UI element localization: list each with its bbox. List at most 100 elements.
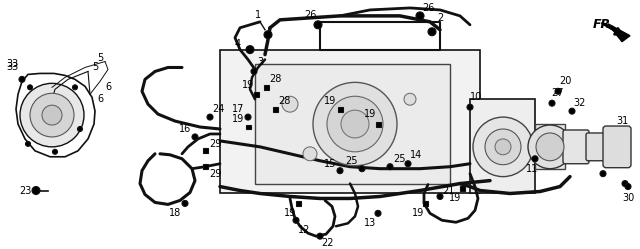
Circle shape bbox=[182, 200, 188, 206]
Text: 32: 32 bbox=[574, 98, 586, 108]
Circle shape bbox=[405, 161, 411, 167]
Circle shape bbox=[341, 110, 369, 138]
Circle shape bbox=[303, 147, 317, 161]
Text: 6: 6 bbox=[105, 82, 111, 92]
Circle shape bbox=[437, 193, 443, 199]
Circle shape bbox=[359, 166, 365, 172]
Text: 31: 31 bbox=[616, 116, 628, 126]
Circle shape bbox=[42, 105, 62, 125]
Circle shape bbox=[600, 171, 606, 177]
FancyBboxPatch shape bbox=[535, 124, 565, 169]
Text: 33: 33 bbox=[6, 60, 18, 69]
Circle shape bbox=[314, 21, 322, 29]
Bar bbox=[253, 92, 259, 97]
Circle shape bbox=[245, 114, 251, 120]
Circle shape bbox=[192, 134, 198, 140]
Text: 29: 29 bbox=[209, 169, 221, 179]
Circle shape bbox=[532, 156, 538, 162]
Text: 19: 19 bbox=[449, 193, 461, 203]
Text: 5: 5 bbox=[92, 62, 98, 72]
Bar bbox=[264, 85, 269, 90]
Bar bbox=[337, 107, 342, 112]
FancyBboxPatch shape bbox=[220, 50, 480, 193]
Circle shape bbox=[77, 126, 83, 131]
Text: 26: 26 bbox=[304, 10, 316, 20]
Text: 19: 19 bbox=[324, 96, 336, 106]
Text: 16: 16 bbox=[179, 124, 191, 134]
Text: 21: 21 bbox=[442, 186, 454, 195]
Circle shape bbox=[569, 108, 575, 114]
Bar bbox=[202, 164, 207, 169]
Text: 19: 19 bbox=[232, 114, 244, 124]
Circle shape bbox=[72, 85, 77, 90]
Circle shape bbox=[625, 184, 631, 189]
Circle shape bbox=[485, 129, 521, 165]
Circle shape bbox=[313, 82, 397, 166]
Text: 22: 22 bbox=[322, 238, 334, 248]
Text: 4: 4 bbox=[235, 39, 241, 49]
Circle shape bbox=[264, 31, 272, 39]
Circle shape bbox=[528, 125, 572, 169]
Circle shape bbox=[337, 168, 343, 174]
Text: 27: 27 bbox=[552, 88, 564, 98]
Text: 14: 14 bbox=[410, 150, 422, 160]
Circle shape bbox=[32, 187, 40, 194]
Text: 5: 5 bbox=[97, 53, 103, 62]
FancyBboxPatch shape bbox=[586, 133, 608, 161]
Circle shape bbox=[467, 104, 473, 110]
Text: 10: 10 bbox=[470, 92, 482, 102]
Circle shape bbox=[251, 68, 257, 74]
Circle shape bbox=[19, 76, 25, 82]
Bar bbox=[296, 201, 301, 206]
Circle shape bbox=[246, 46, 254, 54]
Circle shape bbox=[473, 117, 533, 177]
Circle shape bbox=[207, 114, 213, 120]
Bar bbox=[273, 107, 278, 112]
Circle shape bbox=[28, 85, 33, 90]
Text: 18: 18 bbox=[169, 208, 181, 218]
Text: 19: 19 bbox=[412, 208, 424, 218]
Circle shape bbox=[20, 83, 84, 147]
Text: 19: 19 bbox=[364, 109, 376, 119]
Circle shape bbox=[416, 12, 424, 20]
Text: 30: 30 bbox=[622, 193, 634, 203]
Text: 28: 28 bbox=[278, 96, 290, 106]
Circle shape bbox=[26, 141, 31, 146]
Text: 13: 13 bbox=[364, 218, 376, 228]
Circle shape bbox=[293, 217, 299, 223]
Circle shape bbox=[622, 181, 628, 187]
FancyBboxPatch shape bbox=[255, 64, 450, 184]
Circle shape bbox=[536, 133, 564, 161]
FancyBboxPatch shape bbox=[470, 99, 535, 193]
Bar bbox=[460, 186, 465, 191]
Circle shape bbox=[555, 88, 561, 94]
Circle shape bbox=[549, 100, 555, 106]
Text: 1: 1 bbox=[255, 10, 261, 20]
Text: FR.: FR. bbox=[593, 18, 616, 31]
Text: 33: 33 bbox=[6, 62, 18, 72]
Text: 25: 25 bbox=[394, 154, 406, 164]
FancyBboxPatch shape bbox=[603, 126, 631, 168]
Text: 3: 3 bbox=[257, 57, 263, 66]
Circle shape bbox=[317, 233, 323, 239]
Circle shape bbox=[387, 164, 393, 170]
Circle shape bbox=[52, 149, 58, 154]
Text: 12: 12 bbox=[298, 225, 310, 235]
Circle shape bbox=[428, 28, 436, 36]
Bar bbox=[376, 122, 381, 126]
Text: 24: 24 bbox=[212, 104, 224, 114]
Bar bbox=[246, 124, 250, 129]
FancyBboxPatch shape bbox=[563, 130, 589, 164]
Circle shape bbox=[404, 93, 416, 105]
Circle shape bbox=[327, 96, 383, 152]
Bar bbox=[422, 201, 428, 206]
Circle shape bbox=[375, 210, 381, 216]
Text: 23: 23 bbox=[19, 186, 31, 195]
Text: 2: 2 bbox=[437, 13, 443, 23]
Circle shape bbox=[282, 96, 298, 112]
Text: 11: 11 bbox=[526, 164, 538, 174]
Text: 25: 25 bbox=[346, 156, 358, 166]
Text: 28: 28 bbox=[269, 74, 281, 84]
Text: 20: 20 bbox=[559, 76, 571, 86]
Text: 19: 19 bbox=[284, 208, 296, 218]
